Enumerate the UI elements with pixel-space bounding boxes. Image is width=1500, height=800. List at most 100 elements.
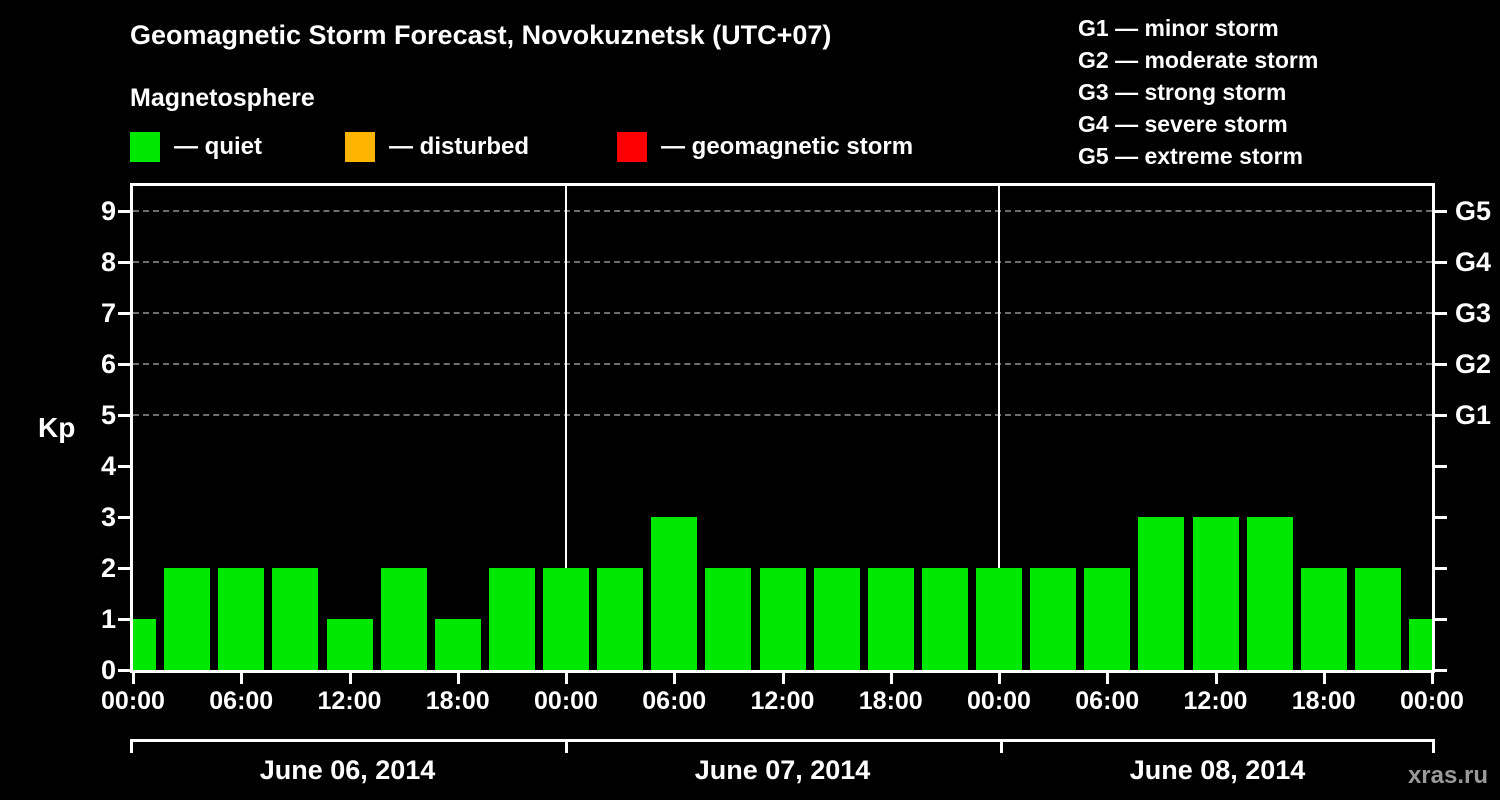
- magnetosphere-label: Magnetosphere: [130, 84, 315, 112]
- x-tick-label: 00:00: [101, 687, 165, 715]
- y-tick-left: [118, 465, 130, 468]
- x-tick-label: 12:00: [317, 687, 382, 715]
- legend-item-quiet: — quiet: [130, 131, 262, 163]
- x-tick: [565, 673, 568, 684]
- kp-bar: [1192, 517, 1239, 670]
- kp-bar: [1030, 568, 1077, 670]
- watermark: xras.ru: [1407, 762, 1488, 789]
- y-tick-right: [1435, 567, 1447, 570]
- kp-bar: [380, 568, 427, 670]
- g-scale-item-g3: G3 — strong storm: [1078, 79, 1287, 105]
- kp-bar: [651, 517, 698, 670]
- y-tick-right: [1435, 516, 1447, 519]
- kp-bar: [1300, 568, 1347, 670]
- kp-bar: [705, 568, 752, 670]
- x-tick: [1106, 673, 1110, 684]
- x-tick: [348, 673, 352, 684]
- kp-bar: [218, 568, 265, 670]
- y-tick-label-2: 2: [100, 553, 116, 583]
- x-tick-label: 06:00: [642, 687, 707, 715]
- kp-bar: [272, 568, 319, 670]
- date-bracket-tick: [1432, 739, 1435, 753]
- chart-title: Geomagnetic Storm Forecast, Novokuznetsk…: [130, 20, 832, 50]
- date-label: June 07, 2014: [694, 755, 871, 785]
- x-tick: [240, 673, 244, 684]
- y-tick-label-3: 3: [100, 502, 116, 532]
- date-bracket-tick: [130, 739, 133, 753]
- x-tick: [673, 673, 677, 684]
- kp-bar: [976, 568, 1022, 670]
- kp-bar: [1246, 517, 1293, 670]
- gridline-kp9: [133, 210, 1432, 212]
- legend-item-disturbed-label: — disturbed: [389, 133, 530, 160]
- legend-item-disturbed: — disturbed: [345, 131, 529, 163]
- disturbed-swatch-icon: [345, 132, 375, 162]
- y-tick-left: [118, 618, 130, 621]
- y-tick-right: [1435, 618, 1447, 621]
- kp-bar: [434, 619, 481, 670]
- gridline-kp6: [133, 363, 1432, 365]
- kp-bar: [543, 568, 589, 670]
- x-tick-label: 06:00: [209, 687, 274, 715]
- date-bracket-tick: [1000, 739, 1003, 753]
- y-tick-left: [118, 567, 130, 570]
- x-tick: [456, 673, 460, 684]
- y-axis-title: Kp: [38, 412, 76, 443]
- g-scale-legend: G1 — minor storm G2 — moderate storm G3 …: [1078, 12, 1318, 172]
- x-tick-label: 00:00: [534, 687, 598, 715]
- y-tick-left: [118, 516, 130, 519]
- right-axis-label-g5: G5: [1455, 196, 1492, 226]
- kp-bar: [1409, 619, 1432, 670]
- y-tick-right: [1435, 261, 1447, 264]
- x-tick-label: 18:00: [1291, 687, 1356, 715]
- y-tick-left: [118, 414, 130, 417]
- gridline-kp8: [133, 261, 1432, 263]
- g-scale-item-g2: G2 — moderate storm: [1078, 47, 1319, 73]
- x-tick-label: 12:00: [1183, 687, 1248, 715]
- x-tick: [132, 673, 135, 684]
- y-tick-label-8: 8: [100, 247, 116, 277]
- kp-bar: [1084, 568, 1131, 670]
- x-tick-label: 00:00: [1400, 687, 1464, 715]
- y-tick-right: [1435, 363, 1447, 366]
- g-scale-item-g1: G1 — minor storm: [1078, 15, 1279, 41]
- storm-swatch-icon: [617, 132, 647, 162]
- kp-bar: [488, 568, 535, 670]
- kp-bar: [759, 568, 806, 670]
- right-axis-label-g4: G4: [1455, 247, 1492, 277]
- day-separator: [998, 186, 1000, 670]
- g-scale-item-g5: G5 — extreme storm: [1078, 143, 1303, 169]
- y-tick-label-0: 0: [100, 655, 116, 685]
- x-tick-label: 18:00: [858, 687, 923, 715]
- y-tick-left: [118, 312, 130, 315]
- gridline-kp5: [133, 414, 1432, 416]
- y-tick-label-6: 6: [100, 349, 116, 379]
- legend-item-storm-label: — geomagnetic storm: [661, 133, 914, 160]
- kp-bar: [921, 568, 968, 670]
- kp-bar: [867, 568, 914, 670]
- date-label: June 06, 2014: [259, 755, 436, 785]
- y-tick-label-1: 1: [100, 604, 116, 634]
- x-tick-label: 00:00: [967, 687, 1031, 715]
- y-tick-right: [1435, 312, 1447, 315]
- x-tick: [1214, 673, 1218, 684]
- x-tick: [1322, 673, 1326, 684]
- right-axis-label-g3: G3: [1455, 298, 1492, 328]
- y-tick-right: [1435, 210, 1447, 213]
- g-scale-item-g4: G4 — severe storm: [1078, 111, 1288, 137]
- x-tick-label: 18:00: [425, 687, 490, 715]
- y-tick-left: [118, 363, 130, 366]
- right-axis-label-g1: G1: [1455, 400, 1492, 430]
- date-bracket-line: [130, 739, 1435, 742]
- right-axis-label-g2: G2: [1455, 349, 1492, 379]
- kp-bar: [1354, 568, 1401, 670]
- date-bracket-tick: [565, 739, 568, 753]
- y-tick-label-5: 5: [100, 400, 116, 430]
- x-tick: [889, 673, 893, 684]
- kp-bar: [1138, 517, 1185, 670]
- y-tick-right: [1435, 414, 1447, 417]
- x-tick: [998, 673, 1001, 684]
- gridline-kp7: [133, 312, 1432, 314]
- day-separator: [565, 186, 567, 670]
- x-tick-label: 06:00: [1075, 687, 1140, 715]
